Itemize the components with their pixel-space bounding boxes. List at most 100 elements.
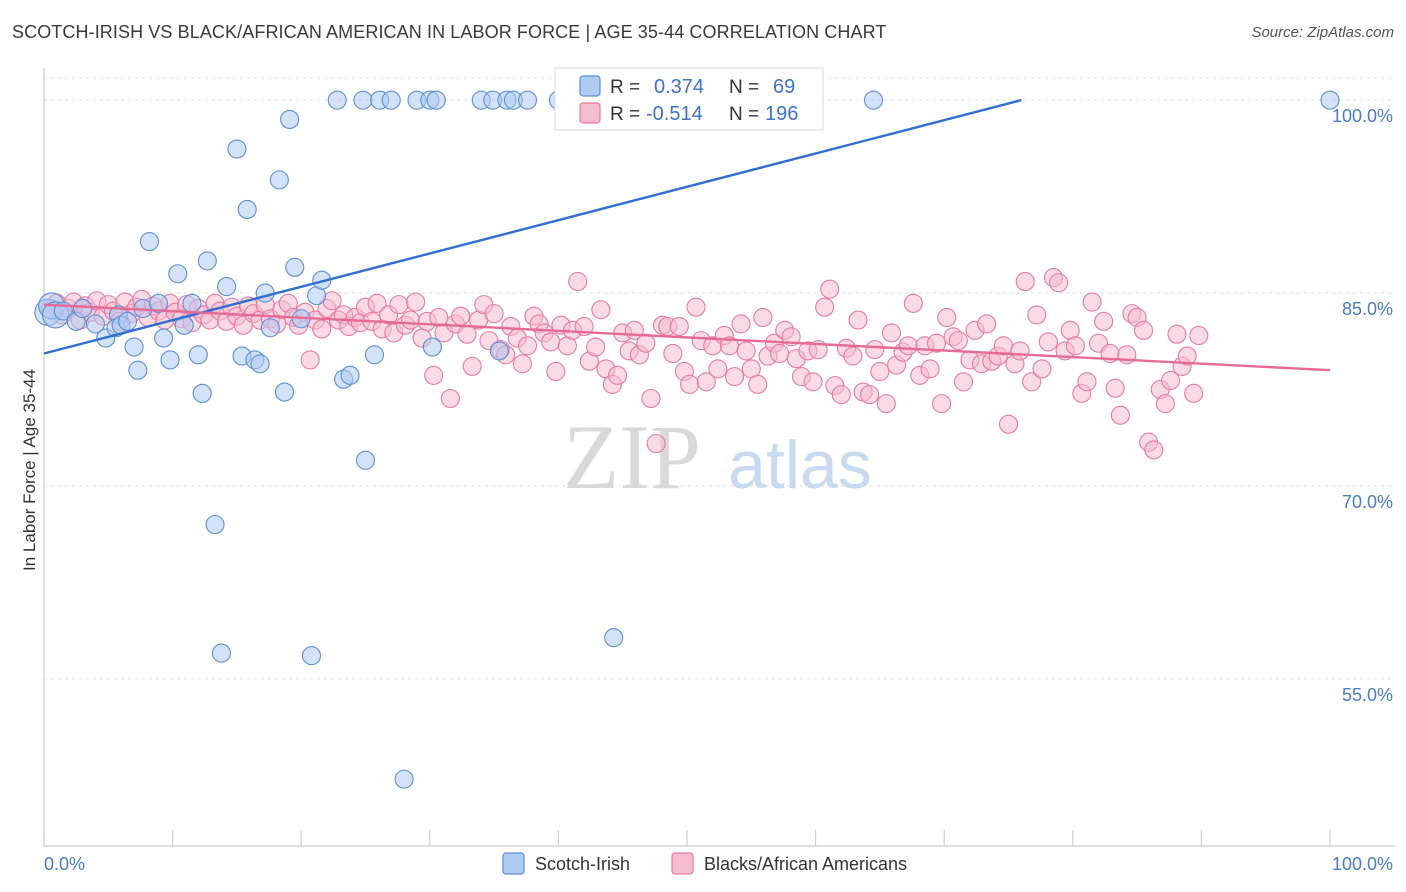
blacks-point	[1155, 394, 1175, 414]
x-tick-label: 100.0%	[1332, 854, 1393, 874]
chart-source: Source: ZipAtlas.com	[1251, 24, 1394, 41]
scotch-irish-point	[205, 514, 225, 535]
scotch-irish-point	[863, 90, 884, 110]
blacks-point	[1094, 311, 1114, 331]
blacks-point	[484, 304, 504, 324]
blacks-point	[517, 336, 538, 356]
blacks-point	[736, 341, 756, 361]
blacks-point	[1184, 383, 1204, 403]
blacks-point	[1144, 440, 1164, 460]
blacks-point	[820, 279, 840, 299]
blacks-point	[1133, 320, 1154, 340]
scotch-irish-point	[118, 311, 138, 331]
stats-swatch-pink	[579, 102, 601, 124]
scotch-irish-point	[422, 337, 442, 357]
scotch-irish-point	[285, 257, 305, 277]
scotch-irish-point	[280, 109, 300, 129]
scotch-irish-point	[1320, 90, 1340, 110]
scotch-irish-point	[269, 170, 289, 190]
blacks-point	[1105, 378, 1125, 398]
scotch-irish-point	[73, 298, 93, 319]
blacks-point	[300, 350, 320, 370]
scotch-irish-point	[148, 293, 169, 313]
watermark: ZIP atlas	[563, 406, 872, 508]
blacks-point	[1189, 325, 1209, 346]
blacks-point	[870, 361, 890, 382]
scotch-irish-point	[139, 232, 160, 252]
scotch-irish-point	[128, 360, 148, 380]
scotch-irish-point	[197, 251, 217, 271]
blacks-point	[400, 310, 421, 330]
blacks-point	[937, 307, 957, 328]
scotch-irish-point	[327, 90, 347, 110]
y-tick-label: 70.0%	[1342, 492, 1393, 512]
scotch-irish-point	[274, 382, 295, 402]
blacks-point	[696, 372, 716, 392]
x-tick-label: 0.0%	[44, 854, 85, 874]
blacks-point	[641, 388, 661, 409]
scotch-irish-point	[182, 293, 202, 313]
scotch-irish-point	[192, 383, 212, 403]
blacks-point	[406, 292, 426, 312]
y-tick-labels: 55.0% 70.0% 85.0% 100.0%	[1332, 106, 1393, 705]
blacks-point	[731, 314, 751, 334]
axes	[43, 68, 1395, 847]
blacks-point	[1015, 271, 1035, 292]
blacks-point	[953, 372, 974, 392]
scotch-irish-point	[160, 350, 180, 370]
blacks-point	[462, 356, 482, 376]
scotch-irish-point	[381, 90, 401, 110]
blacks-point	[424, 365, 444, 385]
trend-lines	[43, 98, 1331, 372]
blacks-point	[708, 359, 728, 379]
blacks-point	[568, 271, 588, 292]
y-tick-label: 55.0%	[1342, 685, 1393, 705]
scotch-irish-point	[364, 345, 385, 365]
scotch-irish-point	[426, 90, 446, 110]
scotch-irish-point	[227, 139, 247, 159]
stats-n-value-2: 196	[765, 103, 798, 125]
blacks-point	[1110, 405, 1130, 425]
scotch-irish-point	[260, 318, 280, 338]
legend-label-blacks: Blacks/African Americans	[704, 854, 907, 874]
scotch-irish-point	[85, 314, 105, 334]
scotch-irish-point	[517, 90, 538, 110]
trend-line-blacks	[43, 303, 1331, 372]
blacks-point	[926, 333, 947, 353]
series-legend: Scotch-Irish Blacks/African Americans	[502, 852, 907, 875]
scotch-irish-point	[237, 199, 257, 220]
scotch-irish-point	[250, 354, 270, 374]
blacks-point	[948, 331, 968, 351]
blacks-point	[1160, 370, 1181, 391]
blacks-point	[680, 374, 700, 394]
blacks-point	[586, 337, 606, 357]
blacks-point	[636, 333, 656, 353]
legend-label-scotch-irish: Scotch-Irish	[535, 854, 630, 874]
blacks-point	[781, 327, 801, 347]
scotch-irish-point	[489, 341, 509, 361]
y-tick-label: 85.0%	[1342, 299, 1393, 319]
blacks-point	[803, 372, 823, 392]
scotch-irish-point	[154, 328, 174, 348]
blacks-point	[663, 343, 683, 364]
scotch-irish-point	[211, 643, 232, 663]
blacks-point	[815, 297, 835, 317]
scotch-irish-point	[353, 90, 373, 110]
blacks-point	[591, 300, 611, 320]
stats-n-label-1: N =	[729, 77, 759, 98]
blacks-point	[843, 346, 863, 366]
blacks-point	[1167, 324, 1187, 344]
blacks-point	[977, 314, 997, 334]
blacks-point	[920, 359, 940, 379]
blacks-point	[1027, 305, 1047, 325]
legend-swatch-scotch-irish	[502, 852, 525, 875]
y-tick-label: 100.0%	[1332, 106, 1393, 126]
scotch-irish-point	[217, 277, 237, 297]
stats-swatch-blue	[579, 75, 601, 97]
blacks-point	[770, 343, 790, 364]
blacks-point	[312, 319, 332, 339]
blacks-point	[725, 367, 745, 387]
watermark-zip: ZIP	[563, 406, 701, 508]
blacks-point	[1077, 372, 1097, 392]
scotch-irish-point	[188, 345, 208, 365]
